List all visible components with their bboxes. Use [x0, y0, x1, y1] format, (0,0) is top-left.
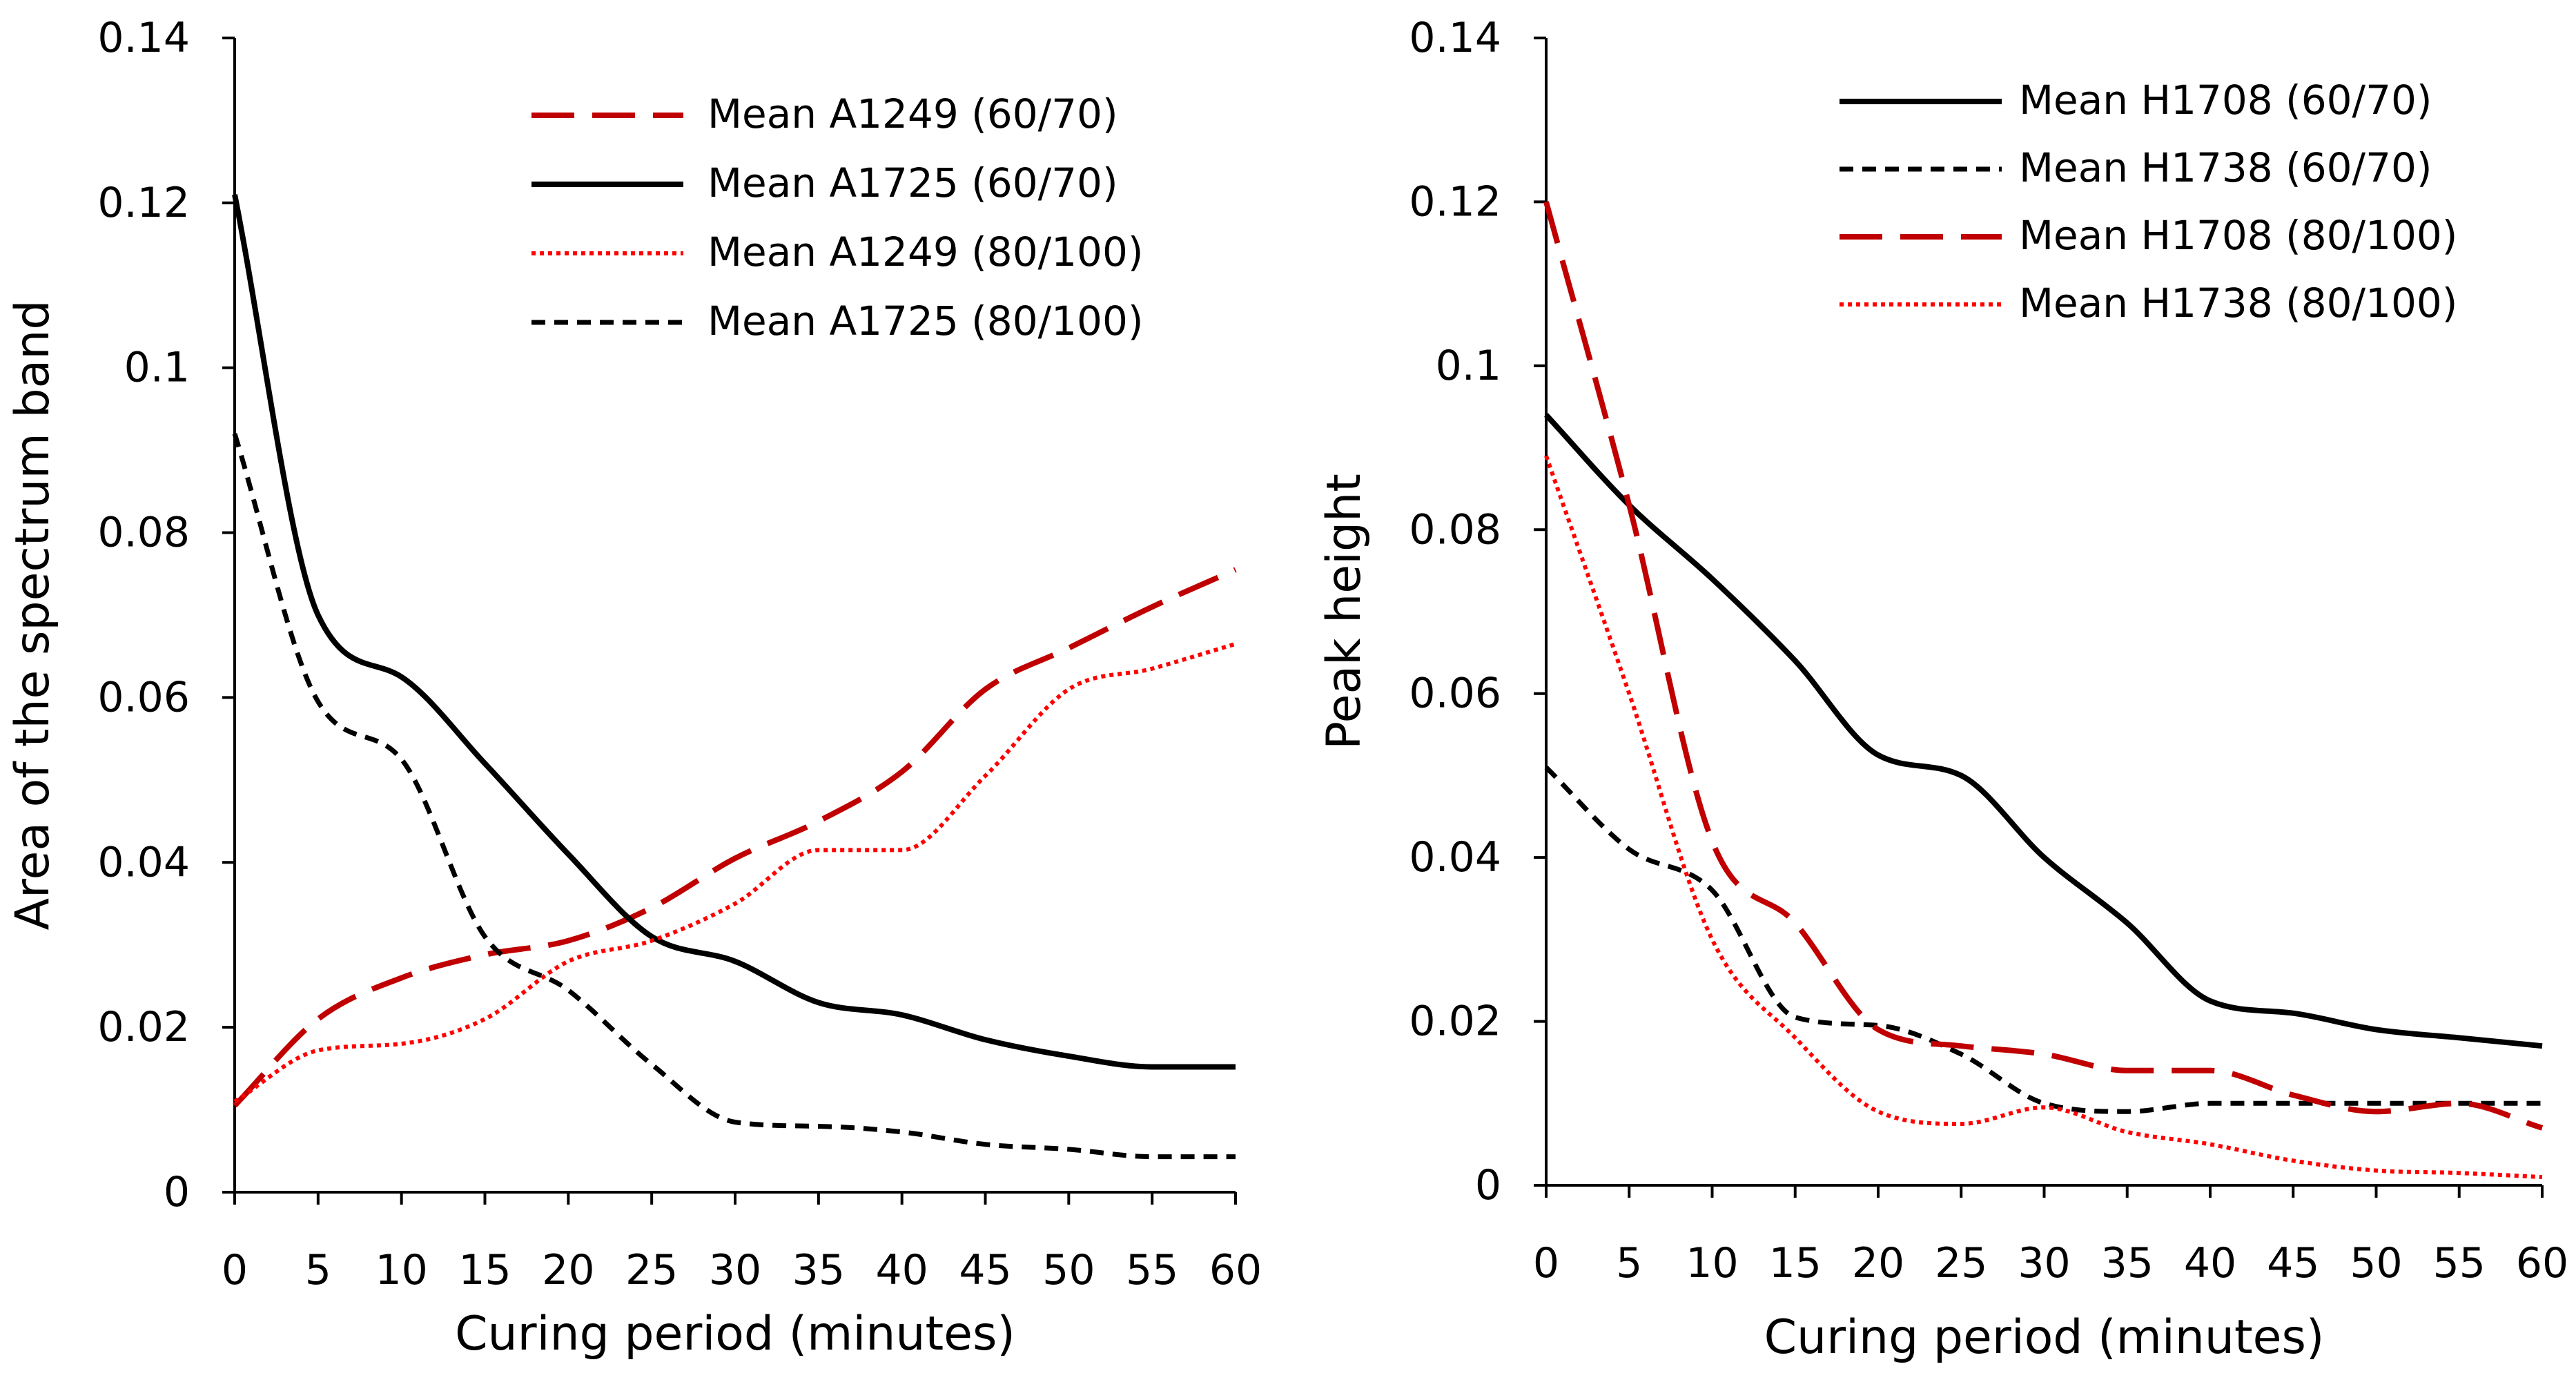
legend-label-3: Mean A1249 (80/100)	[708, 228, 1144, 275]
y-tick-label: 0.12	[97, 179, 190, 227]
x-tick-label: 40	[2184, 1239, 2236, 1287]
x-axis-title: Curing period (minutes)	[1764, 1310, 2325, 1365]
x-tick-label: 45	[2267, 1239, 2319, 1287]
x-tick-label: 15	[458, 1246, 511, 1294]
legend-label-4: Mean H1738 (80/100)	[2019, 280, 2457, 327]
y-tick-label: 0.06	[1409, 670, 1501, 718]
y-tick-label: 0	[164, 1168, 190, 1216]
x-axis-title: Curing period (minutes)	[455, 1307, 1015, 1361]
y-tick-label: 0.1	[124, 344, 190, 392]
y-tick-label: 0.02	[1409, 998, 1501, 1046]
y-axis-title: Peak height	[1317, 474, 1372, 750]
legend-label-3: Mean H1708 (80/100)	[2019, 212, 2457, 259]
series-line-2	[232, 194, 1236, 1070]
chart-area-spectrum-band: 0 0.02 0.04 0.06 0.08 0.1 0.12 0.14 0 5 10 15 20 25 30…	[6, 14, 1262, 1361]
series-line-4	[1544, 455, 2543, 1180]
legend-label-1: Mean H1708 (60/70)	[2019, 77, 2432, 124]
y-axis-title: Area of the spectrum band	[6, 300, 60, 931]
y-tick-label: 0.1	[1436, 342, 1501, 390]
x-tick-label: 45	[959, 1246, 1011, 1294]
series-line-1	[1544, 413, 2543, 1049]
x-tick-label: 35	[2101, 1239, 2154, 1287]
series-line-3	[1543, 201, 2544, 1131]
y-tick-label: 0.14	[97, 14, 190, 62]
y-tick-label: 0.08	[97, 509, 190, 557]
legend-label-4: Mean A1725 (80/100)	[708, 298, 1144, 344]
x-tick-label: 50	[1042, 1246, 1095, 1294]
x-tick-label: 25	[625, 1246, 678, 1294]
chart-peak-height: 0 0.02 0.04 0.06 0.08 0.1 0.12 0.14 0 5 10 15 20 25 30…	[1317, 14, 2568, 1365]
series-line-1	[233, 567, 1237, 1108]
x-tick-label: 5	[1616, 1239, 1642, 1287]
series-line-2	[1544, 766, 2542, 1114]
x-tick-label: 40	[875, 1246, 928, 1294]
y-tick-label: 0.02	[97, 1003, 190, 1051]
x-tick-label: 30	[2018, 1239, 2070, 1287]
x-tick-label: 50	[2350, 1239, 2402, 1287]
x-tick-label: 20	[1852, 1239, 1904, 1287]
y-tick-label: 0	[1475, 1161, 1501, 1209]
y-tick-label: 0.14	[1409, 14, 1501, 62]
x-tick-label: 10	[1686, 1239, 1738, 1287]
x-tick-label: 55	[2433, 1239, 2486, 1287]
x-tick-label: 10	[375, 1246, 427, 1294]
x-tick-label: 15	[1769, 1239, 1822, 1287]
x-tick-label: 30	[709, 1246, 761, 1294]
x-tick-label: 0	[222, 1246, 248, 1294]
series-line-3	[233, 641, 1236, 1104]
x-tick-label: 0	[1533, 1239, 1559, 1287]
x-tick-label: 60	[2516, 1239, 2568, 1287]
x-tick-label: 25	[1935, 1239, 1987, 1287]
y-tick-label: 0.06	[97, 673, 190, 721]
y-tick-label: 0.04	[97, 838, 190, 886]
legend-label-2: Mean A1725 (60/70)	[708, 159, 1118, 206]
x-tick-label: 55	[1126, 1246, 1178, 1294]
y-tick-label: 0.08	[1409, 505, 1501, 554]
y-tick-label: 0.04	[1409, 833, 1501, 882]
series-line-4	[232, 433, 1236, 1160]
y-tick-label: 0.12	[1409, 177, 1501, 226]
legend-label-2: Mean H1738 (60/70)	[2019, 144, 2432, 191]
legend-label-1: Mean A1249 (60/70)	[708, 90, 1118, 137]
x-tick-label: 60	[1209, 1246, 1262, 1294]
x-tick-label: 35	[792, 1246, 845, 1294]
x-tick-label: 5	[305, 1246, 331, 1294]
x-tick-label: 20	[542, 1246, 594, 1294]
